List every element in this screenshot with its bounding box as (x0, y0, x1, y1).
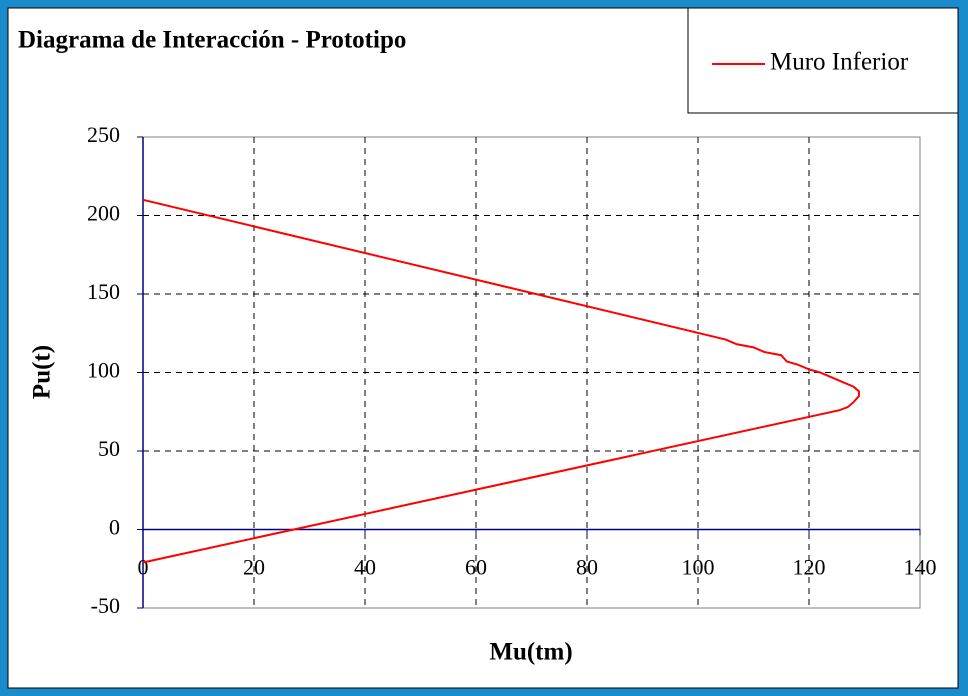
y-tick-label: 0 (109, 515, 120, 540)
y-tick-label: 200 (87, 201, 120, 226)
y-tick-label: 100 (87, 358, 120, 383)
y-tick-label: 150 (87, 279, 120, 304)
y-tick-label: -50 (91, 593, 120, 618)
legend (687, 7, 959, 114)
x-axis-title: Mu(tm) (489, 639, 572, 666)
y-tick-label: 50 (98, 436, 120, 461)
series-line (142, 198, 860, 564)
legend-label: Muro Inferior (770, 49, 909, 76)
y-axis-title: Pu(t) (29, 345, 56, 399)
chart-title: Diagrama de Interacción - Prototipo (18, 27, 406, 54)
y-tick-label: 250 (87, 122, 120, 147)
x-tick-label: 140 (904, 555, 937, 580)
